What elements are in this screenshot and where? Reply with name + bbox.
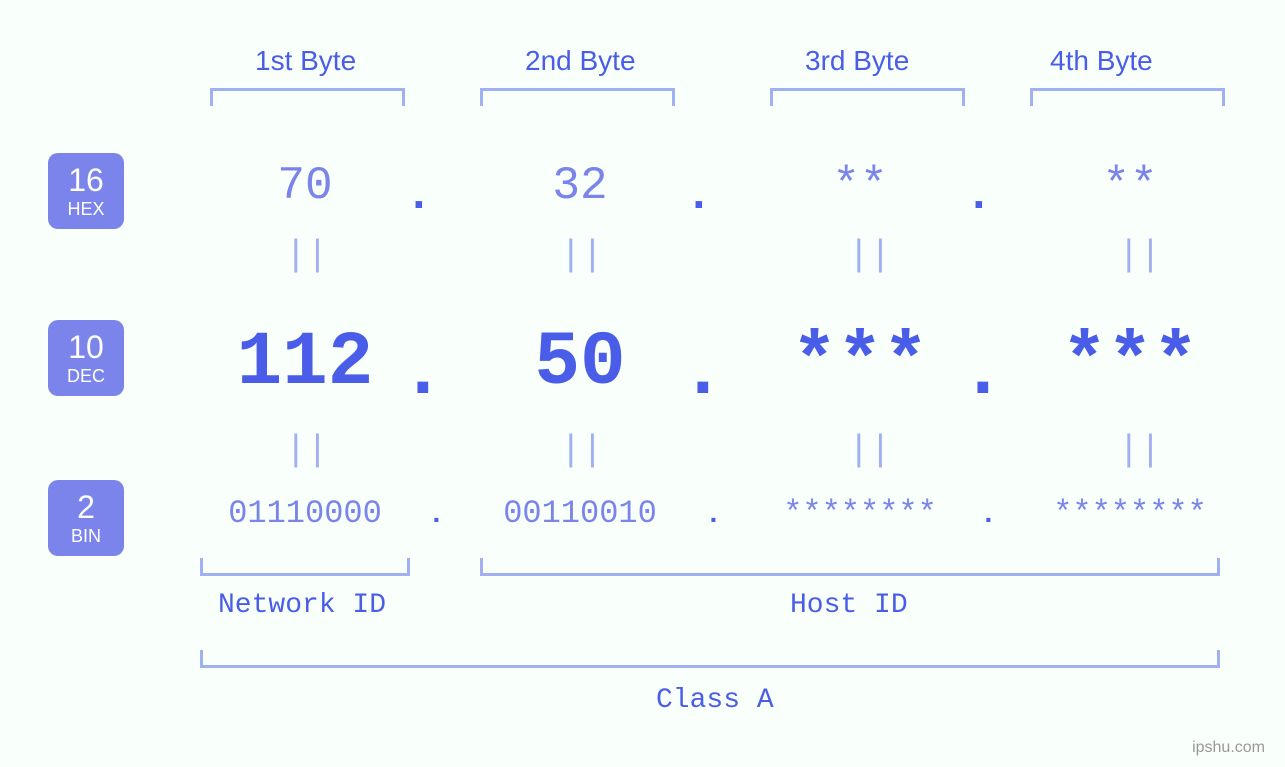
dot-hex-1: . xyxy=(405,170,433,222)
base-badge-hex: 16 HEX xyxy=(48,153,124,229)
byte-header-3: 3rd Byte xyxy=(805,45,909,77)
base-num-hex: 16 xyxy=(68,164,104,196)
bin-byte-2: 00110010 xyxy=(460,495,700,532)
dot-bin-1: . xyxy=(428,500,445,531)
hex-byte-4: ** xyxy=(1010,160,1250,212)
base-num-bin: 2 xyxy=(77,491,95,523)
base-badge-dec: 10 DEC xyxy=(48,320,124,396)
eq-2-4: || xyxy=(1118,430,1148,471)
byte-header-2: 2nd Byte xyxy=(525,45,636,77)
bracket-class xyxy=(200,650,1220,668)
base-label-bin: BIN xyxy=(71,527,101,545)
bracket-host xyxy=(480,558,1220,576)
network-id-label: Network ID xyxy=(218,590,386,621)
hex-byte-1: 70 xyxy=(185,160,425,212)
dot-dec-2: . xyxy=(680,330,726,416)
host-id-label: Host ID xyxy=(790,590,908,621)
dot-dec-3: . xyxy=(960,330,1006,416)
bracket-top-3 xyxy=(770,88,965,106)
eq-1-1: || xyxy=(285,235,315,276)
eq-2-3: || xyxy=(848,430,878,471)
dec-byte-3: *** xyxy=(740,320,980,406)
dot-bin-2: . xyxy=(705,500,722,531)
eq-2-2: || xyxy=(560,430,590,471)
byte-header-1: 1st Byte xyxy=(255,45,356,77)
base-label-hex: HEX xyxy=(67,200,104,218)
dot-bin-3: . xyxy=(980,500,997,531)
bracket-network xyxy=(200,558,410,576)
eq-1-4: || xyxy=(1118,235,1148,276)
bin-byte-3: ******** xyxy=(740,495,980,532)
dec-byte-2: 50 xyxy=(460,320,700,406)
dot-dec-1: . xyxy=(400,330,446,416)
watermark: ipshu.com xyxy=(1192,739,1265,757)
bracket-top-4 xyxy=(1030,88,1225,106)
bracket-top-1 xyxy=(210,88,405,106)
hex-byte-2: 32 xyxy=(460,160,700,212)
dec-byte-1: 112 xyxy=(185,320,425,406)
base-num-dec: 10 xyxy=(68,331,104,363)
dec-byte-4: *** xyxy=(1010,320,1250,406)
base-badge-bin: 2 BIN xyxy=(48,480,124,556)
dot-hex-2: . xyxy=(685,170,713,222)
dot-hex-3: . xyxy=(965,170,993,222)
base-label-dec: DEC xyxy=(67,367,105,385)
byte-header-4: 4th Byte xyxy=(1050,45,1153,77)
hex-byte-3: ** xyxy=(740,160,980,212)
bin-byte-4: ******** xyxy=(1010,495,1250,532)
eq-2-1: || xyxy=(285,430,315,471)
eq-1-3: || xyxy=(848,235,878,276)
bracket-top-2 xyxy=(480,88,675,106)
class-label: Class A xyxy=(656,685,774,716)
bin-byte-1: 01110000 xyxy=(185,495,425,532)
eq-1-2: || xyxy=(560,235,590,276)
